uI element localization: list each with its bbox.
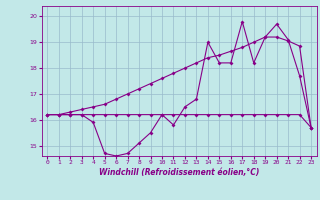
X-axis label: Windchill (Refroidissement éolien,°C): Windchill (Refroidissement éolien,°C) <box>99 168 260 177</box>
